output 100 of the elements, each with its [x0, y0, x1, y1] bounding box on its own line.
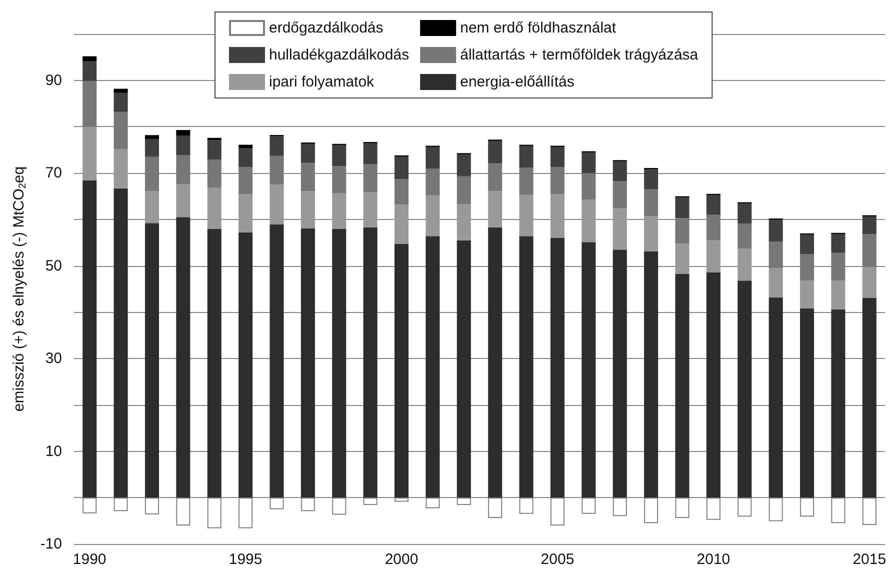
bar: [176, 217, 190, 498]
bar: [114, 148, 128, 188]
bar: [800, 234, 814, 254]
bar: [738, 248, 752, 281]
bar: [456, 154, 471, 176]
bar: [738, 280, 752, 498]
bar: [862, 267, 876, 298]
y-tick-label: 70: [45, 164, 62, 182]
y-tick-label: 30: [45, 350, 62, 368]
bar: [582, 173, 596, 200]
bar: [426, 146, 440, 168]
bar: [332, 193, 346, 229]
bar: [82, 61, 97, 81]
bar: [114, 92, 128, 112]
bar: [550, 238, 564, 498]
bar: [270, 224, 284, 498]
x-tick-label: 2000: [384, 551, 418, 568]
bar: [207, 140, 222, 160]
bar: [207, 160, 222, 188]
bar: [582, 242, 596, 498]
legend-label: ipari folyamatok: [269, 74, 375, 90]
bar: [394, 156, 409, 180]
bar: [800, 308, 814, 498]
bar: [144, 191, 159, 224]
bar: [394, 244, 409, 498]
bar: [144, 139, 159, 157]
x-tick-label: 1990: [72, 551, 106, 568]
bar: [114, 112, 128, 149]
bar: [582, 200, 596, 242]
bar: [768, 268, 783, 298]
bar: [363, 227, 378, 498]
bar: [300, 228, 315, 498]
bar: [270, 184, 284, 225]
bar: [426, 168, 440, 196]
bar: [488, 191, 502, 228]
bar: [644, 189, 658, 216]
legend-label: állattartás + termőföldek trágyázása: [460, 46, 699, 64]
bar: [426, 236, 440, 498]
bar: [550, 167, 564, 194]
bar: [831, 309, 846, 498]
y-tick-label: -10: [40, 536, 62, 552]
bar: [176, 130, 190, 136]
bar: [738, 202, 752, 224]
x-tick-label: 2010: [696, 551, 730, 568]
bar: [238, 232, 253, 498]
bar: [519, 236, 534, 498]
bar: [363, 142, 378, 164]
bar: [363, 192, 378, 228]
y-axis-title: emisszió (+) és elnyelés (-) MtCO2eq: [10, 166, 28, 412]
bar: [831, 252, 846, 281]
bar: [114, 188, 128, 498]
bar: [831, 280, 846, 310]
bar: [862, 216, 876, 234]
bar: [332, 166, 346, 194]
bar: [675, 274, 690, 498]
bar: [800, 280, 814, 308]
bar: [238, 148, 253, 168]
bar: [176, 136, 190, 156]
bar: [644, 216, 658, 252]
y-tick-label: 50: [45, 257, 62, 274]
legend-label: nem erdő földhasználat: [460, 20, 617, 36]
bar: [300, 142, 315, 163]
bar: [82, 80, 97, 128]
bar: [550, 146, 564, 168]
bar: [862, 298, 876, 498]
bar: [582, 152, 596, 174]
bar: [644, 251, 658, 498]
bar: [363, 164, 378, 192]
bar: [82, 180, 97, 498]
bar: [207, 188, 222, 229]
bar: [706, 240, 720, 272]
bar: [706, 272, 720, 498]
bar: [675, 244, 690, 274]
bar: [332, 144, 346, 166]
bar: [207, 228, 222, 498]
bar: [300, 191, 315, 228]
x-tick-label: 2005: [540, 551, 574, 568]
bar: [706, 194, 720, 215]
bar: [82, 127, 97, 181]
bar: [456, 204, 471, 240]
bar: [456, 240, 471, 498]
bar: [706, 214, 720, 240]
bar: [144, 223, 159, 498]
bar: [300, 162, 315, 192]
bar: [862, 234, 876, 268]
bar: [768, 218, 783, 242]
bar: [176, 184, 190, 218]
bar: [394, 179, 409, 205]
bar: [738, 224, 752, 249]
bar: [519, 194, 534, 236]
bar: [238, 144, 253, 148]
bar: [550, 194, 564, 238]
bar: [768, 297, 783, 498]
bar: [612, 208, 627, 250]
legend-label: erdőgazdálkodás: [269, 20, 384, 36]
bar: [144, 156, 159, 192]
bar: [675, 218, 690, 244]
bar: [488, 227, 502, 498]
bar: [519, 145, 534, 168]
bar: [800, 254, 814, 281]
